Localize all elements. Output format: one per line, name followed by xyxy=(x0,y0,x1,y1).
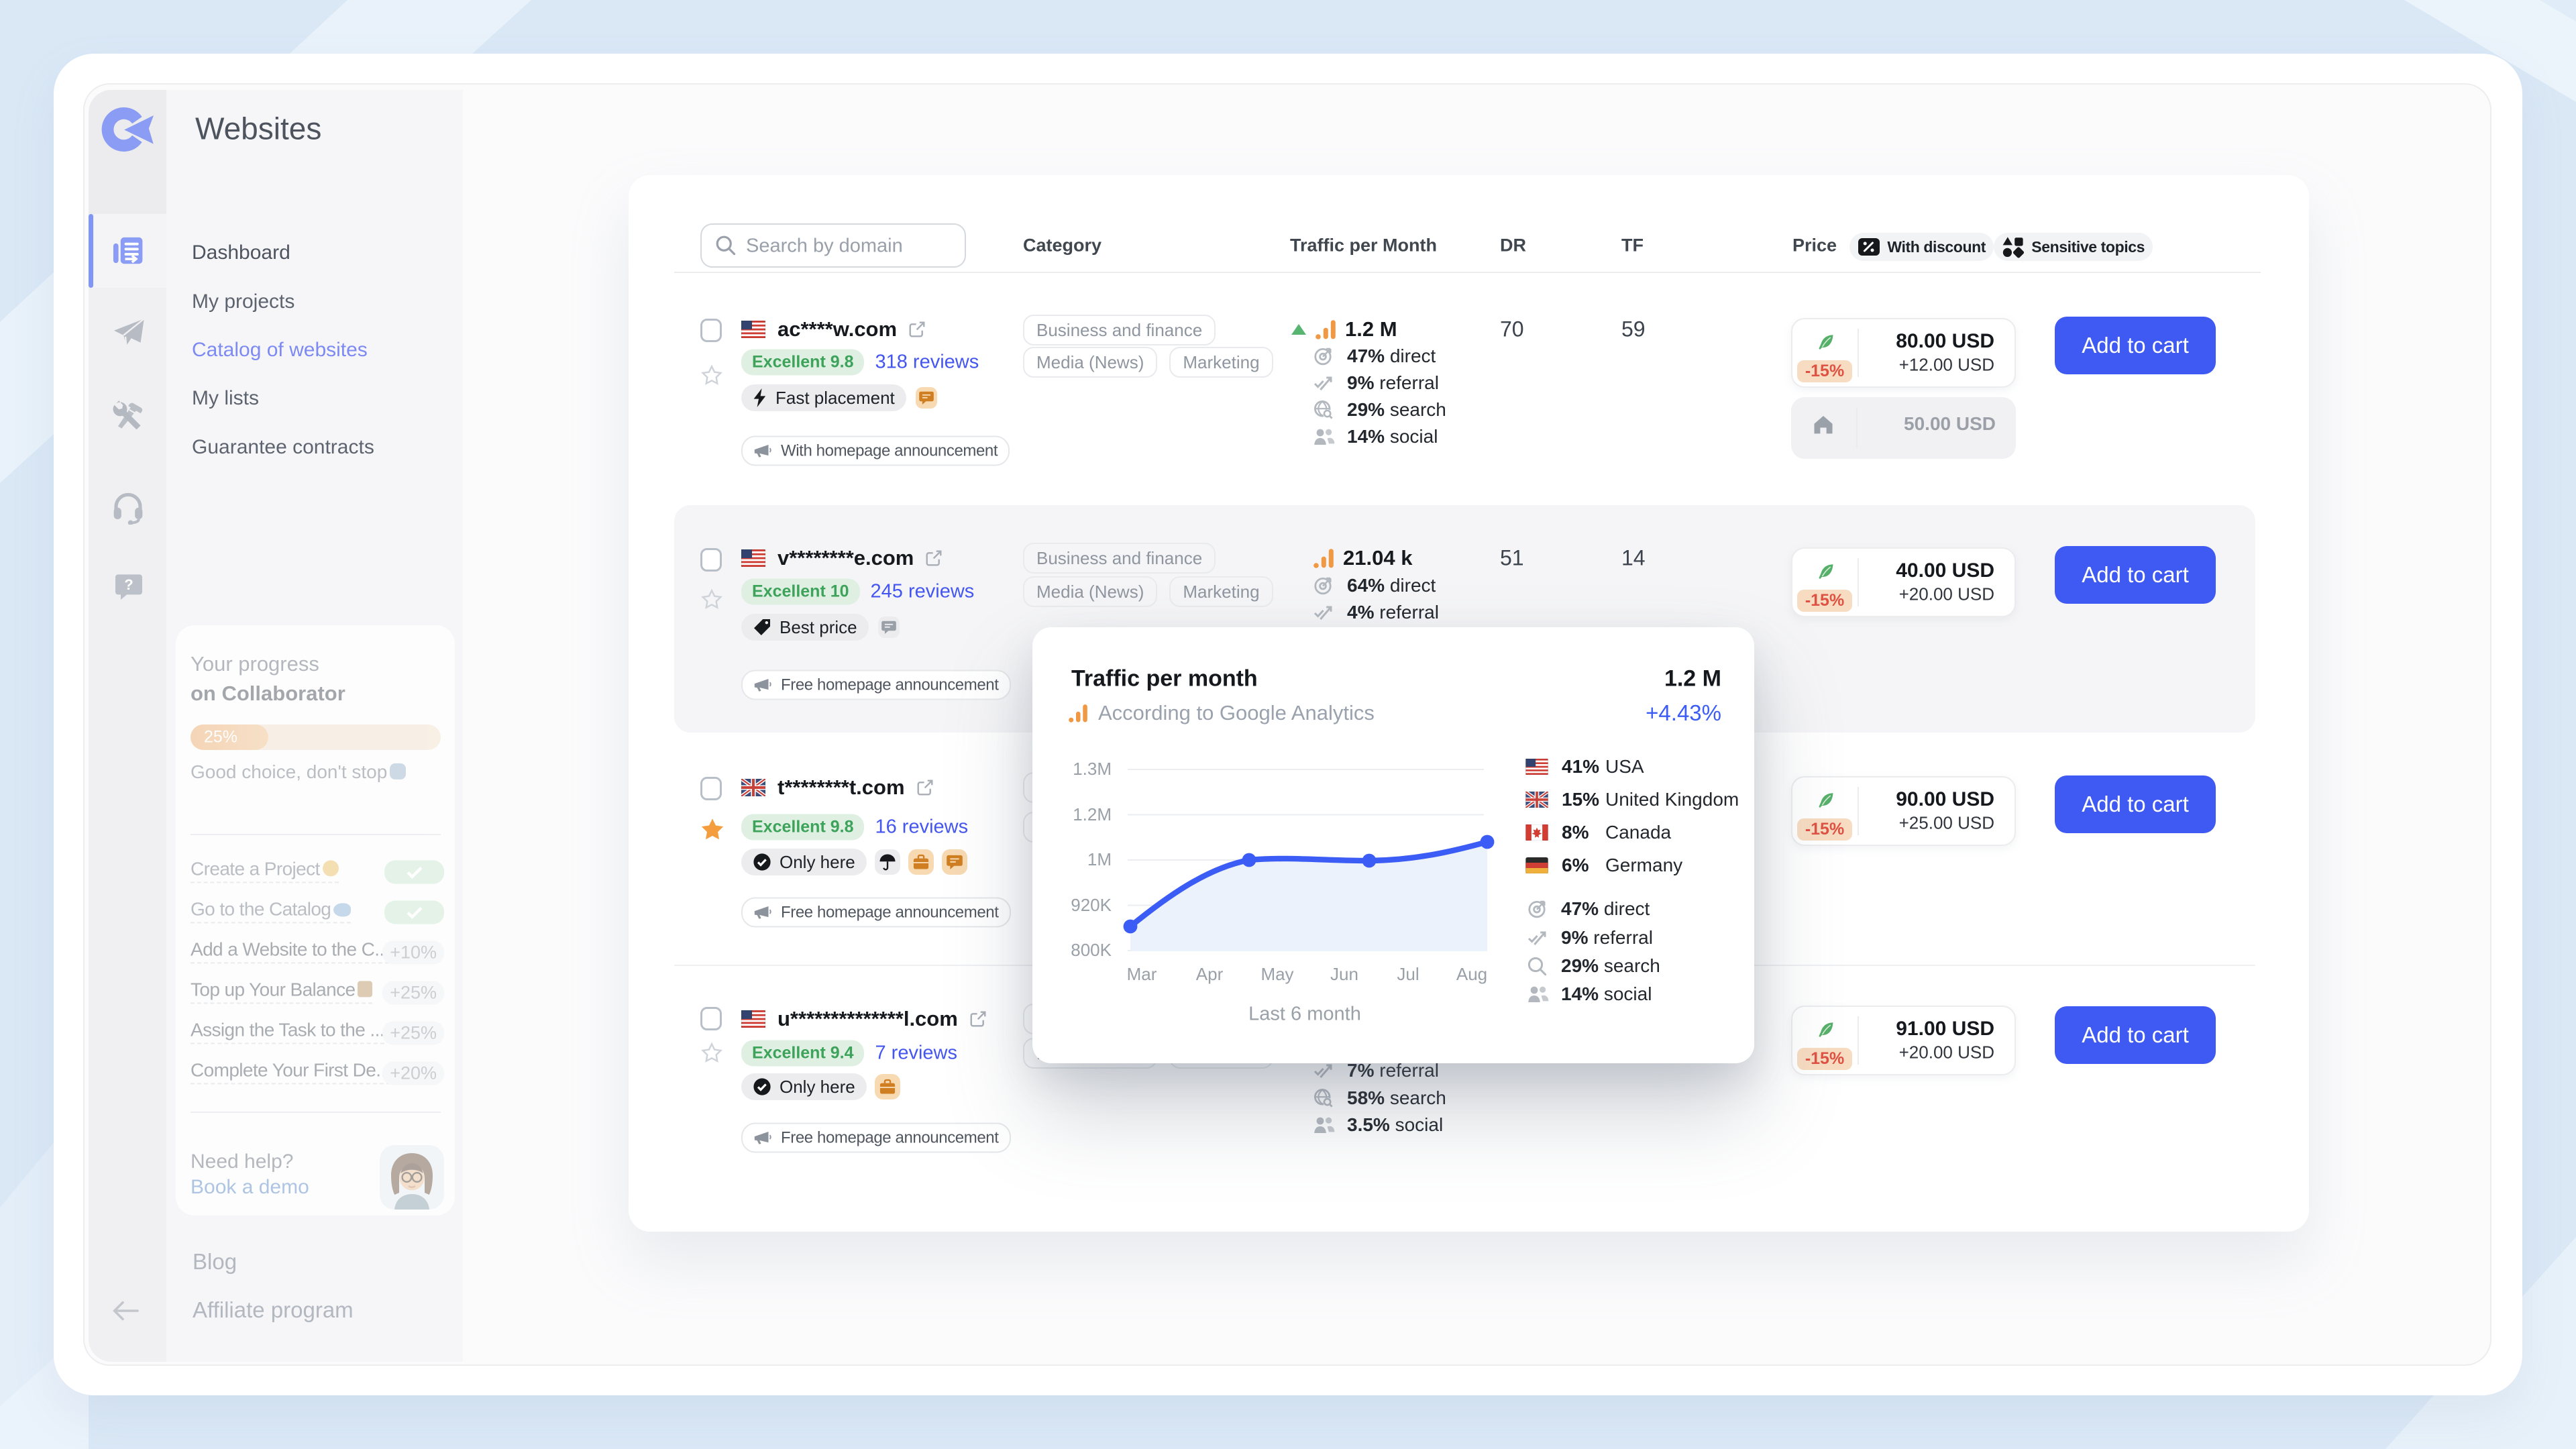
svg-text:?: ? xyxy=(124,576,133,593)
